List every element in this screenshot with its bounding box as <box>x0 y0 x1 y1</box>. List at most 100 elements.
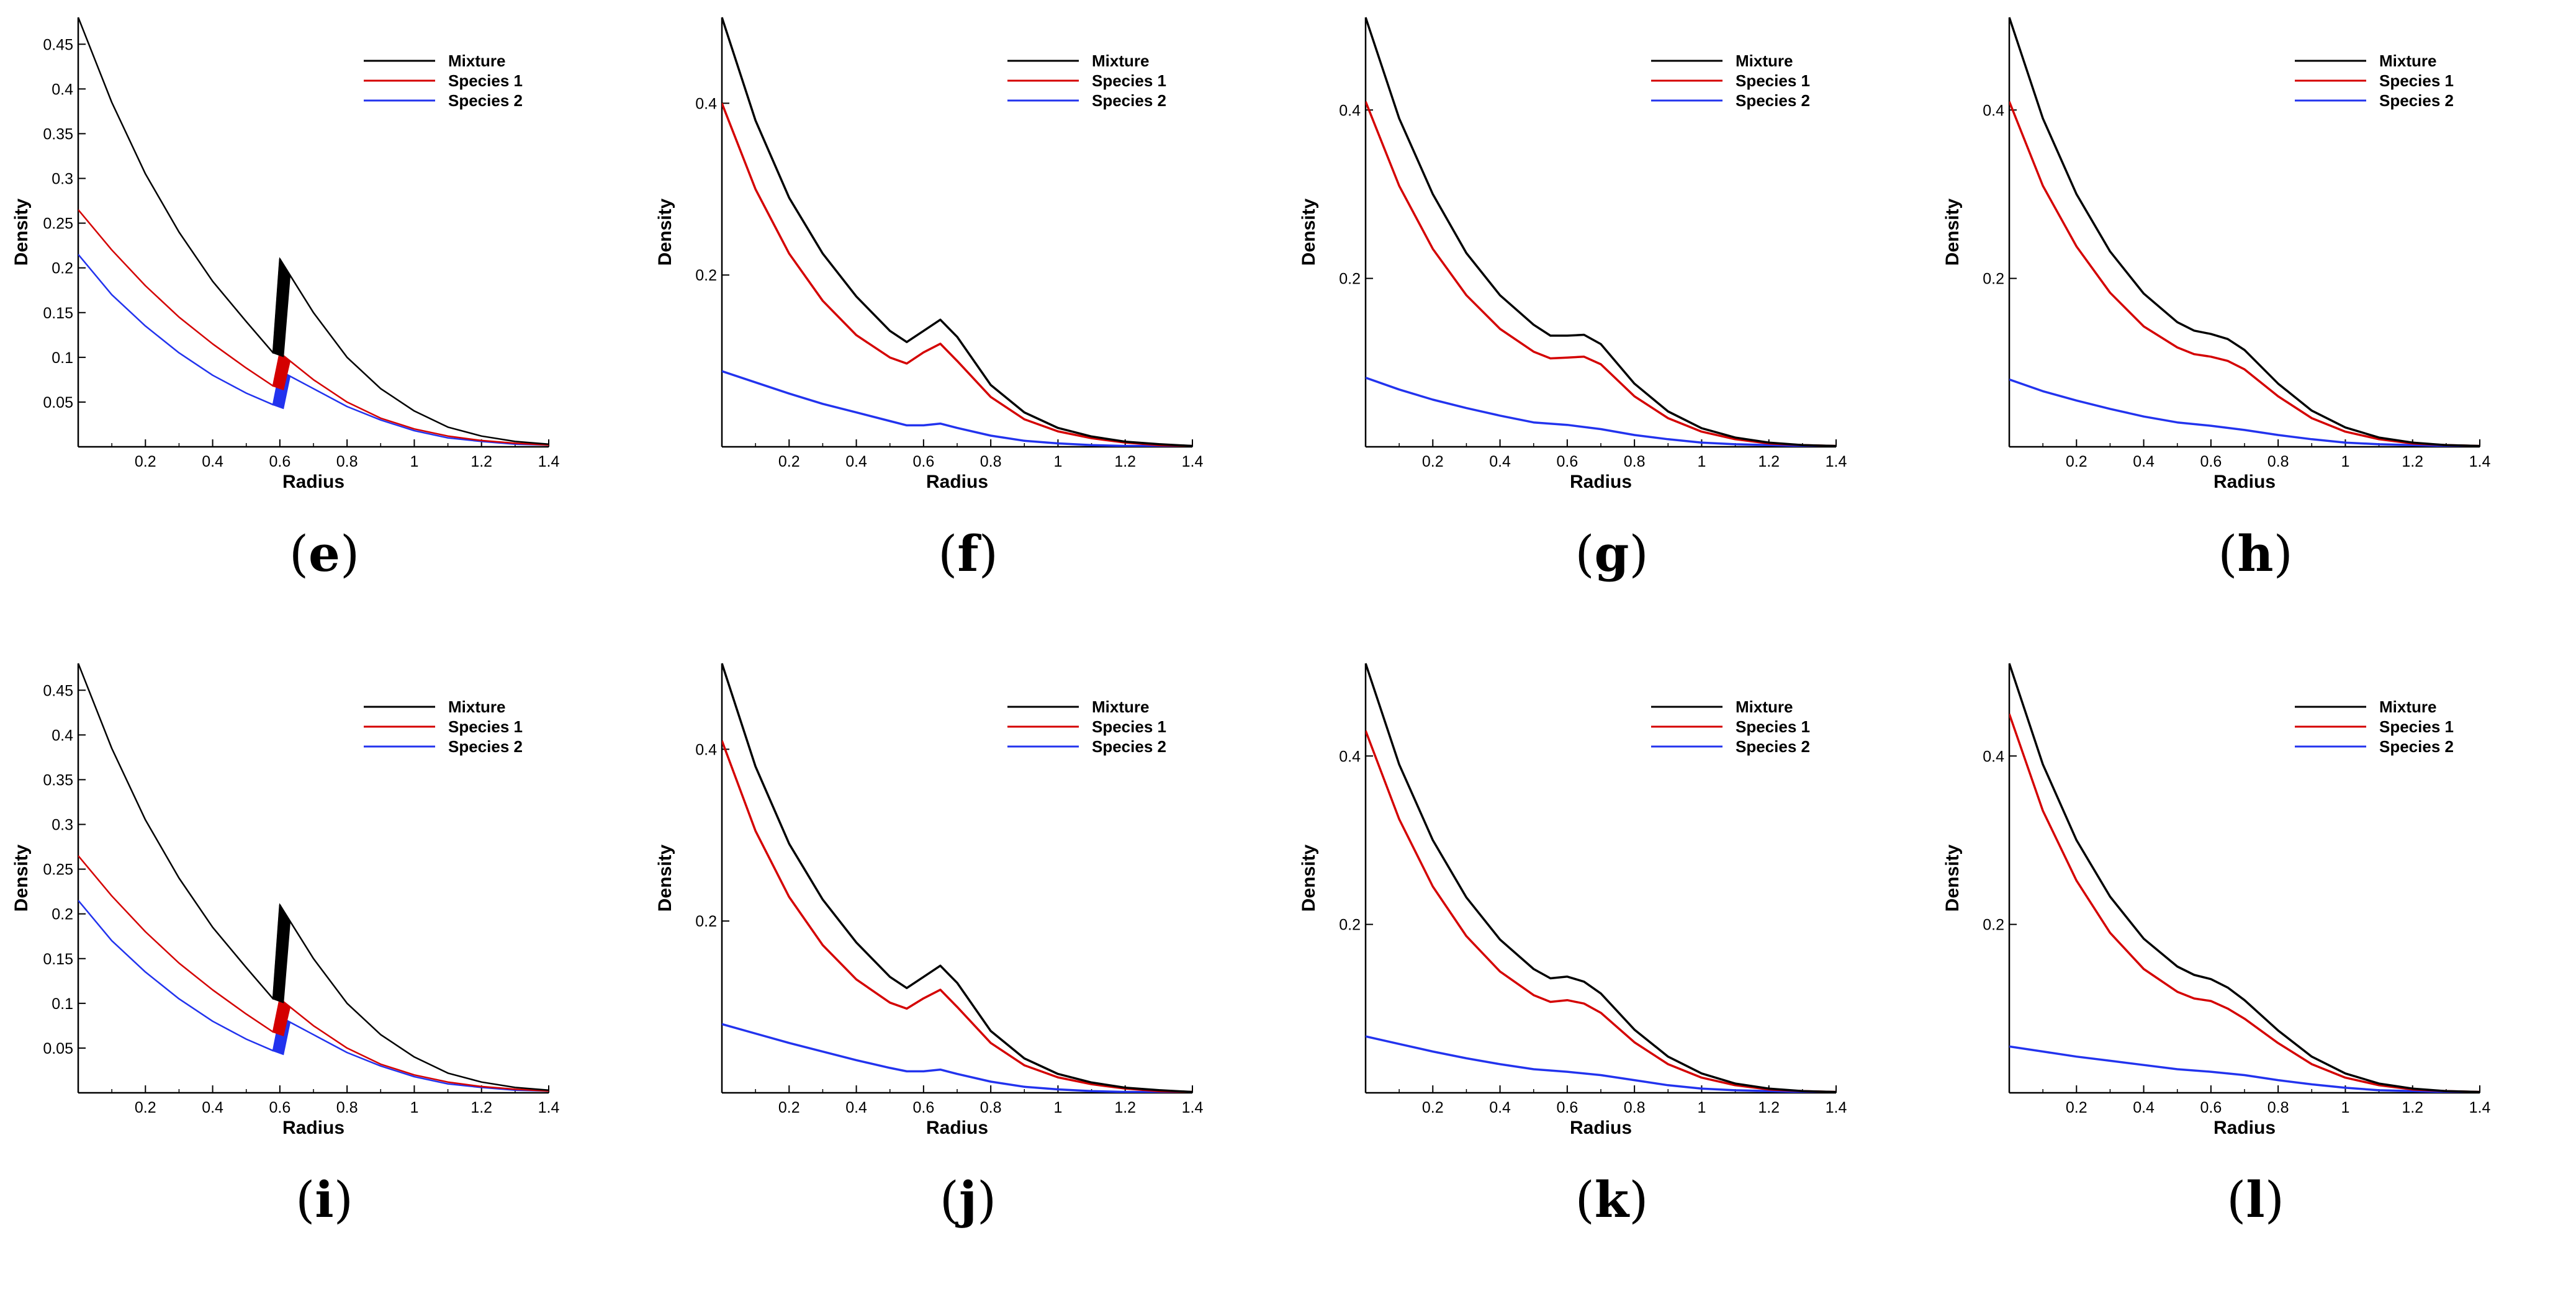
series-line-species-2 <box>2009 378 2480 447</box>
x-tick-label: 0.4 <box>202 1099 223 1116</box>
series-line-species-2 <box>1366 1035 1836 1093</box>
panel-caption-letter: j <box>959 1170 977 1229</box>
panel-caption: (g) <box>1575 524 1649 583</box>
series-line-mixture <box>722 17 1192 447</box>
y-tick-label: 0.1 <box>52 349 73 367</box>
x-axis-title: Radius <box>2213 1118 2276 1138</box>
x-tick-label: 1.2 <box>1758 1099 1780 1116</box>
legend-label: Species 2 <box>1736 91 1810 110</box>
x-tick-label: 0.6 <box>269 453 290 470</box>
y-tick-label: 0.05 <box>43 1040 73 1057</box>
legend-label: Mixture <box>1092 698 1149 716</box>
x-tick-label: 0.2 <box>2066 453 2087 470</box>
x-tick-label: 0.4 <box>2133 1099 2155 1116</box>
x-tick-label: 0.4 <box>845 1099 867 1116</box>
series-band-mixture <box>272 257 291 357</box>
panel-caption: (f) <box>938 524 998 583</box>
panel-caption-letter: k <box>1594 1170 1629 1229</box>
series-line-mixture <box>722 663 1192 1093</box>
x-tick-label: 1.4 <box>538 1099 560 1116</box>
x-tick-label: 0.8 <box>980 1099 1002 1116</box>
x-tick-label: 1 <box>410 453 418 470</box>
x-axis-title: Radius <box>2213 472 2276 492</box>
chart-svg: 0.2 0.4 0.6 0.8 1 1.2 1.4 0.05 0.1 0.15 0.2 0.25 0.3… <box>11 17 559 492</box>
chart-panel-j: 0.2 0.4 0.6 0.8 1 1.2 1.4 0.2 0.4 Radius Density Mi… <box>646 646 1290 1292</box>
y-tick-label: 0.2 <box>695 913 717 930</box>
series-line-species-1 <box>722 102 1192 447</box>
y-tick-label: 0.3 <box>52 171 73 188</box>
series-line-species-1 <box>1366 730 1836 1093</box>
series-line-species-2 <box>2009 1045 2480 1093</box>
x-tick-label: 0.4 <box>845 453 867 470</box>
x-tick-label: 1.2 <box>1114 453 1136 470</box>
y-axis-title: Density <box>1942 845 1963 912</box>
series-line-species-1 <box>722 740 1192 1093</box>
x-tick-label: 0.2 <box>2066 1099 2087 1116</box>
panel-caption-letter: g <box>1594 524 1629 583</box>
x-tick-label: 0.6 <box>1556 1099 1578 1116</box>
x-tick-label: 1 <box>1697 1099 1706 1116</box>
panel-caption: (j) <box>939 1170 997 1229</box>
x-tick-label: 1.4 <box>1826 1099 1847 1116</box>
x-tick-label: 1 <box>1053 453 1062 470</box>
series-line-species-2 <box>1366 377 1836 447</box>
x-tick-label: 1.2 <box>2402 1099 2423 1116</box>
legend-label: Mixture <box>1736 698 1793 716</box>
chart-panel-f: 0.2 0.4 0.6 0.8 1 1.2 1.4 0.2 0.4 Radius Density Mi… <box>646 0 1290 646</box>
series-line-mixture <box>1366 17 1836 447</box>
y-axis-title: Density <box>11 199 32 266</box>
chart-panel-k: 0.2 0.4 0.6 0.8 1 1.2 1.4 0.2 0.4 Radius Density Mi… <box>1290 646 1934 1292</box>
series-line-species-1 <box>1366 101 1836 447</box>
y-axis-title: Density <box>1299 199 1319 266</box>
y-tick-label: 0.4 <box>695 741 717 758</box>
x-tick-label: 0.8 <box>336 1099 358 1116</box>
x-tick-label: 0.2 <box>1422 453 1444 470</box>
y-axis-title: Density <box>655 199 675 266</box>
y-tick-label: 0.45 <box>43 682 73 699</box>
y-tick-label: 0.4 <box>1339 748 1361 765</box>
y-tick-label: 0.25 <box>43 861 73 879</box>
legend-label: Species 1 <box>448 71 523 90</box>
chart-panel-i: 0.2 0.4 0.6 0.8 1 1.2 1.4 0.05 0.1 0.15 0.2 0.25 0.3… <box>2 646 646 1292</box>
x-tick-label: 0.2 <box>778 1099 800 1116</box>
y-axis-title: Density <box>1942 199 1963 266</box>
x-tick-label: 0.8 <box>1624 453 1646 470</box>
panel-caption: (k) <box>1575 1170 1649 1229</box>
y-tick-label: 0.4 <box>695 95 717 112</box>
x-tick-label: 1.4 <box>2469 1099 2491 1116</box>
legend-label: Species 2 <box>1092 91 1166 110</box>
chart-panel-h: 0.2 0.4 0.6 0.8 1 1.2 1.4 0.2 0.4 Radius Density Mi… <box>1934 0 2576 646</box>
x-tick-label: 1.2 <box>2402 453 2423 470</box>
y-axis-title: Density <box>655 845 675 912</box>
chart-svg: 0.2 0.4 0.6 0.8 1 1.2 1.4 0.2 0.4 Radius Density Mi… <box>655 663 1203 1138</box>
y-tick-label: 0.2 <box>695 267 717 284</box>
series-line-species-2 <box>78 900 549 1092</box>
x-tick-label: 0.6 <box>912 1099 934 1116</box>
chart-svg: 0.2 0.4 0.6 0.8 1 1.2 1.4 0.2 0.4 Radius Density Mi… <box>1942 17 2490 492</box>
panel-caption-letter: l <box>2246 1170 2265 1229</box>
x-tick-label: 1 <box>1697 453 1706 470</box>
x-tick-label: 0.6 <box>269 1099 290 1116</box>
series-line-mixture <box>1366 663 1836 1093</box>
x-tick-label: 1 <box>1053 1099 1062 1116</box>
x-tick-label: 0.8 <box>2268 453 2289 470</box>
series-line-mixture <box>2009 663 2480 1093</box>
legend-label: Species 1 <box>1736 717 1810 736</box>
x-tick-label: 1.4 <box>1826 453 1847 470</box>
legend-label: Mixture <box>448 698 505 716</box>
series-line-species-2 <box>78 254 549 446</box>
x-tick-label: 0.8 <box>2268 1099 2289 1116</box>
x-tick-label: 0.2 <box>778 453 800 470</box>
legend-label: Species 1 <box>1092 717 1166 736</box>
series-line-species-1 <box>2009 713 2480 1093</box>
x-tick-label: 0.4 <box>1489 1099 1511 1116</box>
x-tick-label: 0.6 <box>2200 1099 2222 1116</box>
legend-label: Species 2 <box>2379 91 2454 110</box>
series-line-mixture <box>2009 17 2480 447</box>
chart-panel-e: 0.2 0.4 0.6 0.8 1 1.2 1.4 0.05 0.1 0.15 0.2 0.25 0.3… <box>2 0 646 646</box>
